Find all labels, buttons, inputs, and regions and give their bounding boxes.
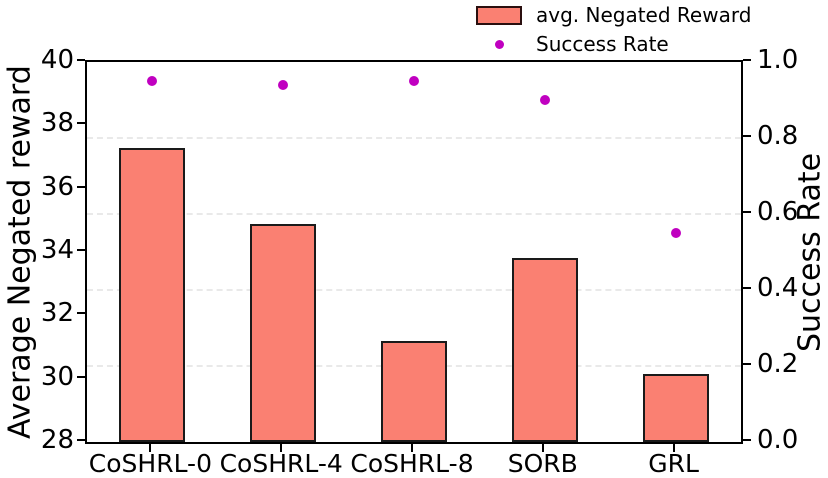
bar-swatch-icon bbox=[476, 5, 522, 25]
gridline bbox=[87, 289, 741, 291]
legend-item-success-rate: Success Rate bbox=[476, 32, 751, 56]
legend-label: avg. Negated Reward bbox=[536, 3, 752, 27]
right-axis-title: Success Rate bbox=[792, 152, 828, 352]
left-tick-label: 36 bbox=[40, 171, 74, 202]
legend-item-negated-reward: avg. Negated Reward bbox=[476, 3, 751, 27]
bottom-tick bbox=[411, 444, 413, 452]
right-tick bbox=[743, 211, 751, 213]
left-tick bbox=[77, 59, 85, 61]
bar-GRL bbox=[642, 373, 709, 442]
right-tick-label: 0.0 bbox=[757, 425, 799, 455]
bottom-tick bbox=[280, 444, 283, 452]
success-dot-SORB bbox=[539, 95, 550, 105]
bar-CoSHRL-8 bbox=[381, 340, 447, 442]
dot-icon bbox=[476, 35, 522, 54]
xtick-label-GRL: GRL bbox=[648, 449, 699, 478]
left-tick-label: 28 bbox=[40, 425, 74, 455]
bottom-tick bbox=[541, 444, 544, 452]
plot-area bbox=[85, 60, 743, 444]
xtick-label-CoSHRL-4: CoSHRL-4 bbox=[219, 449, 343, 478]
right-tick bbox=[743, 135, 751, 137]
left-tick bbox=[77, 249, 85, 251]
chart-legend: avg. Negated Reward Success Rate bbox=[476, 3, 751, 56]
left-tick bbox=[77, 122, 85, 125]
right-tick bbox=[743, 287, 751, 289]
success-dot-CoSHRL-4 bbox=[278, 79, 289, 90]
left-tick-label: 34 bbox=[40, 235, 74, 265]
bottom-tick bbox=[672, 444, 675, 452]
gridline bbox=[87, 213, 741, 215]
right-tick bbox=[743, 363, 751, 365]
xtick-label-CoSHRL-0: CoSHRL-0 bbox=[88, 449, 212, 478]
gridline bbox=[87, 137, 741, 139]
success-dot-CoSHRL-8 bbox=[409, 76, 419, 86]
legend-label: Success Rate bbox=[536, 32, 669, 56]
success-dot-CoSHRL-0 bbox=[147, 76, 158, 86]
left-tick-label: 30 bbox=[40, 361, 74, 392]
left-tick bbox=[77, 375, 85, 378]
left-tick bbox=[77, 439, 85, 441]
bar-CoSHRL-4 bbox=[250, 223, 317, 442]
left-tick bbox=[77, 185, 85, 188]
bar-SORB bbox=[511, 258, 578, 442]
right-tick-label: 0.4 bbox=[757, 273, 799, 303]
xtick-label-CoSHRL-8: CoSHRL-8 bbox=[350, 449, 474, 478]
right-tick bbox=[743, 439, 751, 441]
left-tick-label: 38 bbox=[40, 108, 74, 139]
right-tick-label: 0.8 bbox=[757, 121, 799, 151]
bottom-tick bbox=[149, 444, 152, 452]
left-tick bbox=[77, 312, 85, 315]
right-tick-label: 1.0 bbox=[757, 45, 799, 75]
bar-CoSHRL-0 bbox=[119, 147, 186, 442]
right-tick bbox=[743, 59, 751, 61]
xtick-label-SORB: SORB bbox=[507, 449, 578, 478]
success-dot-GRL bbox=[670, 228, 681, 238]
left-tick-label: 40 bbox=[40, 45, 74, 75]
right-tick-label: 0.6 bbox=[757, 197, 799, 227]
right-tick-label: 0.2 bbox=[757, 349, 799, 379]
left-tick-label: 32 bbox=[40, 298, 74, 329]
